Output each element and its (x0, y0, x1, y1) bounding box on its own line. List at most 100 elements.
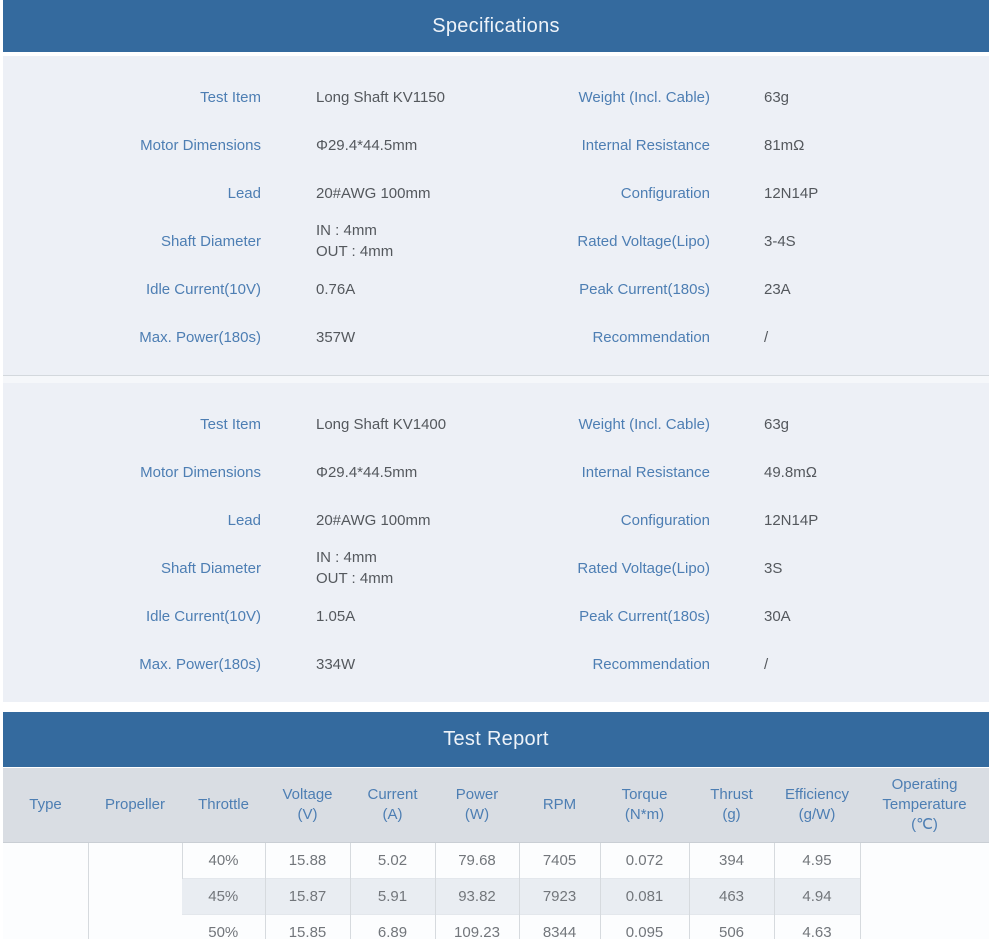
divider (0, 767, 989, 768)
voltage-cell: 15.85 (264, 914, 350, 939)
table-row: 50% 15.85 6.89 109.23 8344 0.095 506 4.6… (3, 914, 989, 939)
spec-label: Recommendation (592, 328, 710, 346)
torque-cell: 0.072 (599, 842, 689, 879)
spec-row: Test Item Long Shaft KV1150 Weight (Incl… (3, 73, 989, 121)
power-cell: 93.82 (434, 878, 519, 915)
spec-label: Internal Resistance (581, 136, 710, 154)
spec-label: Motor Dimensions (140, 136, 261, 154)
specifications-header-bar: Specifications (3, 0, 989, 52)
spec-value: 357W (316, 328, 356, 346)
spec-row: Idle Current(10V) 0.76A Peak Current(180… (3, 265, 989, 313)
spec-label: Lead (227, 511, 261, 529)
spec-value: 20#AWG 100mm (316, 184, 431, 202)
spec-row: Lead 20#AWG 100mm Configuration 12N14P (3, 169, 989, 217)
propeller-cell (87, 842, 182, 939)
current-cell: 5.02 (349, 842, 435, 879)
spec-label: Rated Voltage(Lipo) (577, 232, 710, 250)
thrust-cell: 394 (688, 842, 774, 879)
spec-value: 63g (764, 415, 790, 433)
spec-label: Weight (Incl. Cable) (578, 88, 710, 106)
spec-row: Max. Power(180s) 334W Recommendation / (3, 640, 989, 688)
spec-label: Peak Current(180s) (579, 607, 710, 625)
spec-label: Idle Current(10V) (145, 280, 261, 298)
current-cell: 6.89 (349, 914, 435, 939)
spec-value: 3-4S (764, 232, 796, 250)
spec-label: Idle Current(10V) (145, 607, 261, 625)
spec-value: / (764, 328, 769, 346)
efficiency-cell: 4.94 (773, 878, 860, 915)
rpm-cell: 8344 (518, 914, 600, 939)
spec-row: Motor Dimensions Φ29.4*44.5mm Internal R… (3, 121, 989, 169)
spec-value: 3S (764, 559, 783, 577)
spec-row: Test Item Long Shaft KV1400 Weight (Incl… (3, 400, 989, 448)
spec-value: 81mΩ (764, 136, 805, 154)
column-header-torque: Torque (N*m) (600, 768, 689, 843)
table-header-row: Type Propeller Throttle Voltage (V) Curr… (3, 768, 989, 843)
efficiency-cell: 4.63 (773, 914, 860, 939)
spec-value: / (764, 655, 769, 673)
spec-label: Configuration (620, 184, 710, 202)
type-cell (3, 842, 88, 939)
test-report-header-bar: Test Report (3, 712, 989, 767)
spec-label: Max. Power(180s) (139, 328, 261, 346)
spec-label: Test Item (200, 88, 261, 106)
spec-label: Rated Voltage(Lipo) (577, 559, 710, 577)
spec-value: Φ29.4*44.5mm (316, 136, 418, 154)
spec-label: Lead (227, 184, 261, 202)
spec-value: 12N14P (764, 511, 819, 529)
column-header-type: Type (3, 768, 88, 843)
spec-value: 30A (764, 607, 791, 625)
spec-value: Long Shaft KV1150 (316, 88, 445, 106)
spec-label: Shaft Diameter (160, 232, 261, 250)
throttle-cell: 45% (182, 878, 265, 915)
voltage-cell: 15.88 (264, 842, 350, 879)
column-header-rpm: RPM (519, 768, 600, 843)
spec-label: Weight (Incl. Cable) (578, 415, 710, 433)
column-header-voltage: Voltage (V) (265, 768, 350, 843)
spec-value: Φ29.4*44.5mm (316, 463, 418, 481)
spec-label: Configuration (620, 511, 710, 529)
spec-row: Max. Power(180s) 357W Recommendation / (3, 313, 989, 361)
operating-temperature-cell (859, 842, 989, 939)
spec-row: Lead 20#AWG 100mm Configuration 12N14P (3, 496, 989, 544)
power-cell: 79.68 (434, 842, 519, 879)
thrust-cell: 506 (688, 914, 774, 939)
rpm-cell: 7405 (518, 842, 600, 879)
spec-value: 20#AWG 100mm (316, 511, 431, 529)
spec-label: Shaft Diameter (160, 559, 261, 577)
spec-row: Motor Dimensions Φ29.4*44.5mm Internal R… (3, 448, 989, 496)
divider (0, 702, 989, 712)
spec-label: Peak Current(180s) (579, 280, 710, 298)
table-row: 45% 15.87 5.91 93.82 7923 0.081 463 4.94 (3, 878, 989, 915)
spec-value: Long Shaft KV1400 (316, 415, 447, 433)
spec-blocks-divider (3, 375, 989, 383)
column-header-thrust: Thrust (g) (689, 768, 774, 843)
power-cell: 109.23 (434, 914, 519, 939)
spec-row: Shaft Diameter IN : 4mm OUT : 4mm Rated … (3, 544, 989, 592)
thrust-cell: 463 (688, 878, 774, 915)
current-cell: 5.91 (349, 878, 435, 915)
spec-value: 49.8mΩ (764, 463, 817, 481)
torque-cell: 0.081 (599, 878, 689, 915)
spec-block-kv1400: Test Item Long Shaft KV1400 Weight (Incl… (3, 383, 989, 702)
spec-value: 1.05A (316, 607, 356, 625)
spec-value: 63g (764, 88, 790, 106)
divider (0, 52, 989, 56)
throttle-cell: 50% (182, 914, 265, 939)
throttle-cell: 40% (181, 842, 265, 879)
spec-block-kv1150: Test Item Long Shaft KV1150 Weight (Incl… (3, 56, 989, 375)
spec-row: Shaft Diameter IN : 4mm OUT : 4mm Rated … (3, 217, 989, 265)
column-header-power: Power (W) (435, 768, 519, 843)
spec-value: 23A (764, 280, 791, 298)
column-header-propeller: Propeller (88, 768, 182, 843)
spec-row: Idle Current(10V) 1.05A Peak Current(180… (3, 592, 989, 640)
spec-value: 0.76A (316, 280, 356, 298)
column-header-efficiency: Efficiency (g/W) (774, 768, 860, 843)
table-row: 40% 15.88 5.02 79.68 7405 0.072 394 4.95 (3, 842, 989, 939)
spec-label: Recommendation (592, 655, 710, 673)
column-header-current: Current (A) (350, 768, 435, 843)
rpm-cell: 7923 (518, 878, 600, 915)
torque-cell: 0.095 (599, 914, 689, 939)
spec-value: IN : 4mm OUT : 4mm (316, 222, 394, 260)
